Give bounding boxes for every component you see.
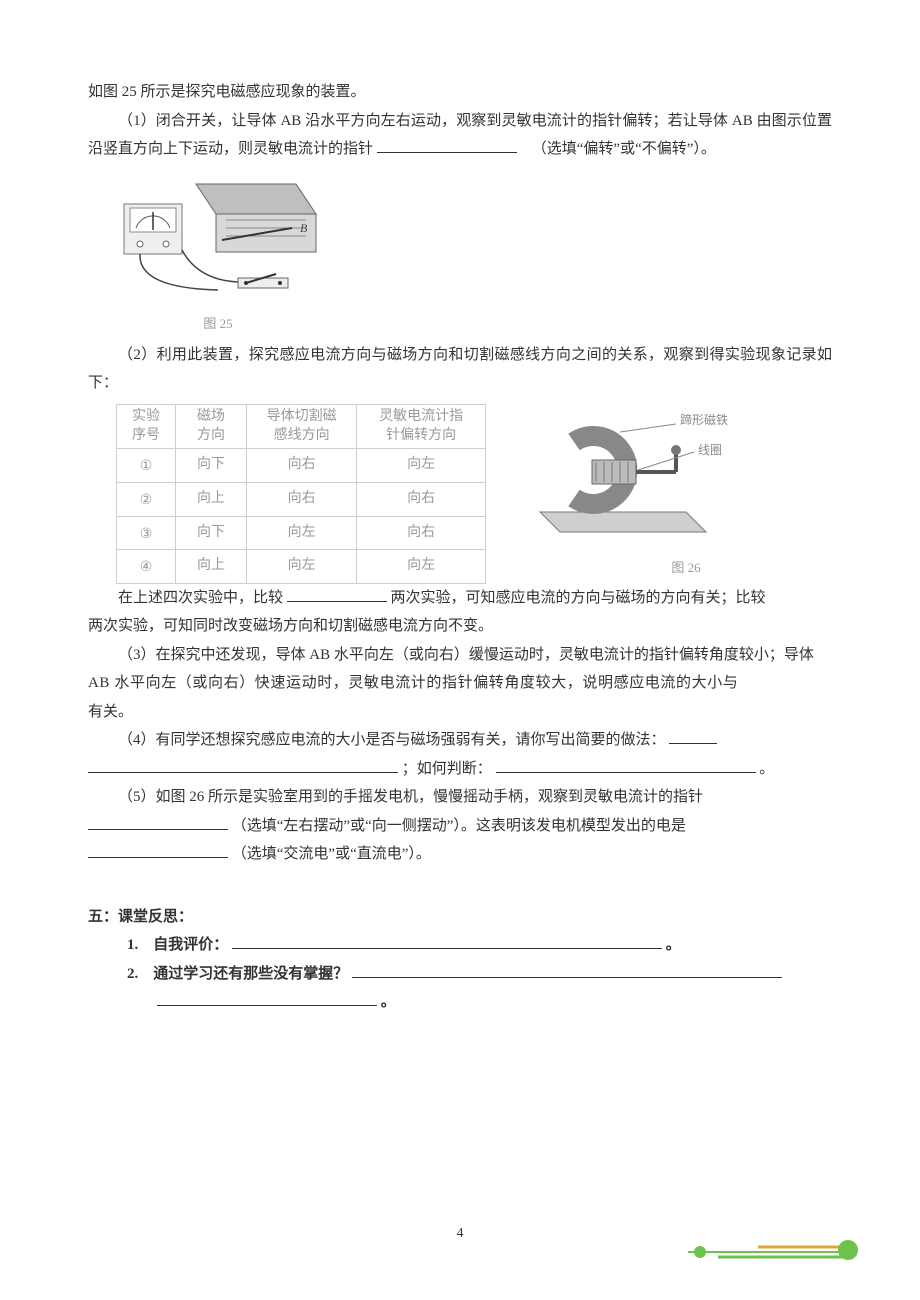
reflect-2-blank-2[interactable]	[157, 990, 377, 1006]
question-4-line2: ；如何判断： 。	[88, 755, 832, 784]
question-5-line1: （5）如图 26 所示是实验室用到的手摇发电机，慢慢摇动手柄，观察到灵敏电流计的…	[88, 783, 832, 812]
question-3-line2: AB 水平向左（或向右）快速运动时，灵敏电流计的指针偏转角度较大，说明感应电流的…	[88, 669, 832, 698]
question-3-line3: 有关。	[88, 698, 832, 727]
table-row: ② 向上 向右 向右	[117, 483, 486, 517]
q4-blank-1[interactable]	[669, 728, 717, 744]
reflect-2-period: 。	[381, 994, 396, 1010]
figure-26: 蹄形磁铁 线圈 图 26	[526, 404, 796, 581]
table-row: ① 向下 向右 向左	[117, 449, 486, 483]
table-row: ③ 向下 向左 向右	[117, 516, 486, 550]
th-index: 实验 序号	[117, 404, 176, 449]
footer-decoration	[678, 1228, 858, 1264]
reflect-1: 1. 自我评价： 。	[88, 931, 832, 960]
question-1: （1）闭合开关，让导体 AB 沿水平方向左右运动，观察到灵敏电流计的指针偏转；若…	[88, 107, 832, 164]
experiment-table: 实验 序号 磁场 方向 导体切割磁 感线方向 灵敏电流计指 针偏转方向 ① 向下…	[116, 404, 486, 584]
table-header-row: 实验 序号 磁场 方向 导体切割磁 感线方向 灵敏电流计指 针偏转方向	[117, 404, 486, 449]
th-field: 磁场 方向	[176, 404, 247, 449]
q4-period: 。	[759, 761, 774, 777]
reflect-1-period: 。	[666, 937, 681, 953]
q2-body: 在上述四次实验中，比较 两次实验，可知感应电流的方向与磁场的方向有关；比较	[88, 584, 832, 613]
reflect-1-blank[interactable]	[232, 933, 662, 949]
question-2-lead: （2）利用此装置，探究感应电流方向与磁场方向和切割磁感线方向之间的关系，观察到得…	[88, 341, 832, 398]
reflect-2-cont: 。	[88, 988, 832, 1017]
th-needle: 灵敏电流计指 针偏转方向	[357, 404, 486, 449]
q4-mid: ；如何判断：	[402, 761, 492, 777]
reflect-2-label: 2. 通过学习还有那些没有掌握？	[127, 966, 348, 982]
q2-body-line2: 两次实验，可知同时改变磁场方向和切割磁感电流方向不变。	[88, 612, 832, 641]
question-3-line1: （3）在探究中还发现，导体 AB 水平向左（或向右）缓慢运动时，灵敏电流计的指针…	[88, 641, 832, 670]
q2-blank-1[interactable]	[287, 586, 387, 602]
q5-blank-2[interactable]	[88, 842, 228, 858]
q3-text: AB 水平向左（或向右）快速运动时，灵敏电流计的指针偏转角度较大，说明感应电流的…	[88, 675, 738, 691]
figure-25-svg: B	[118, 170, 318, 300]
q5-blank-1[interactable]	[88, 814, 228, 830]
q2-text-a: 在上述四次实验中，比较	[118, 590, 283, 606]
section-5-heading: 五：课堂反思：	[88, 903, 832, 932]
q4-blank-2[interactable]	[88, 757, 398, 773]
figure-25-caption: 图 25	[118, 312, 318, 337]
q5-text-2: （选填“左右摆动”或“向一侧摆动”）。这表明该发电机模型发出的电是	[232, 818, 686, 834]
q1-suffix: （选填“偏转”或“不偏转”）。	[532, 141, 716, 157]
table-row: ④ 向上 向左 向左	[117, 550, 486, 584]
reflect-1-label: 1. 自我评价：	[127, 937, 228, 953]
question-5-line3: （选填“交流电”或“直流电”）。	[88, 840, 832, 869]
reflect-2-blank-1[interactable]	[352, 962, 782, 978]
figure-25: B 图 25	[118, 170, 832, 337]
question-5-line2: （选填“左右摆动”或“向一侧摆动”）。这表明该发电机模型发出的电是	[88, 812, 832, 841]
q4-text-a: （4）有同学还想探究感应电流的大小是否与磁场强弱有关，请你写出简要的做法：	[118, 732, 666, 748]
svg-text:B: B	[300, 221, 308, 235]
figure-26-caption: 图 26	[526, 556, 796, 581]
question-4: （4）有同学还想探究感应电流的大小是否与磁场强弱有关，请你写出简要的做法：	[88, 726, 832, 755]
q4-blank-3[interactable]	[496, 757, 756, 773]
intro-line: 如图 25 所示是探究电磁感应现象的装置。	[88, 78, 832, 107]
q5-text-3: （选填“交流电”或“直流电”）。	[232, 846, 431, 862]
reflect-2: 2. 通过学习还有那些没有掌握？	[88, 960, 832, 989]
figure-26-svg: 蹄形磁铁 线圈	[526, 404, 746, 544]
q2-text-b: 两次实验，可知感应电流的方向与磁场的方向有关；比较	[391, 590, 766, 606]
th-cut: 导体切割磁 感线方向	[247, 404, 357, 449]
label-coil: 线圈	[698, 443, 722, 457]
q2-row: 实验 序号 磁场 方向 导体切割磁 感线方向 灵敏电流计指 针偏转方向 ① 向下…	[88, 404, 832, 584]
page-root: 如图 25 所示是探究电磁感应现象的装置。 （1）闭合开关，让导体 AB 沿水平…	[0, 0, 920, 1300]
label-magnet: 蹄形磁铁	[680, 412, 728, 427]
q1-blank[interactable]	[377, 137, 517, 153]
